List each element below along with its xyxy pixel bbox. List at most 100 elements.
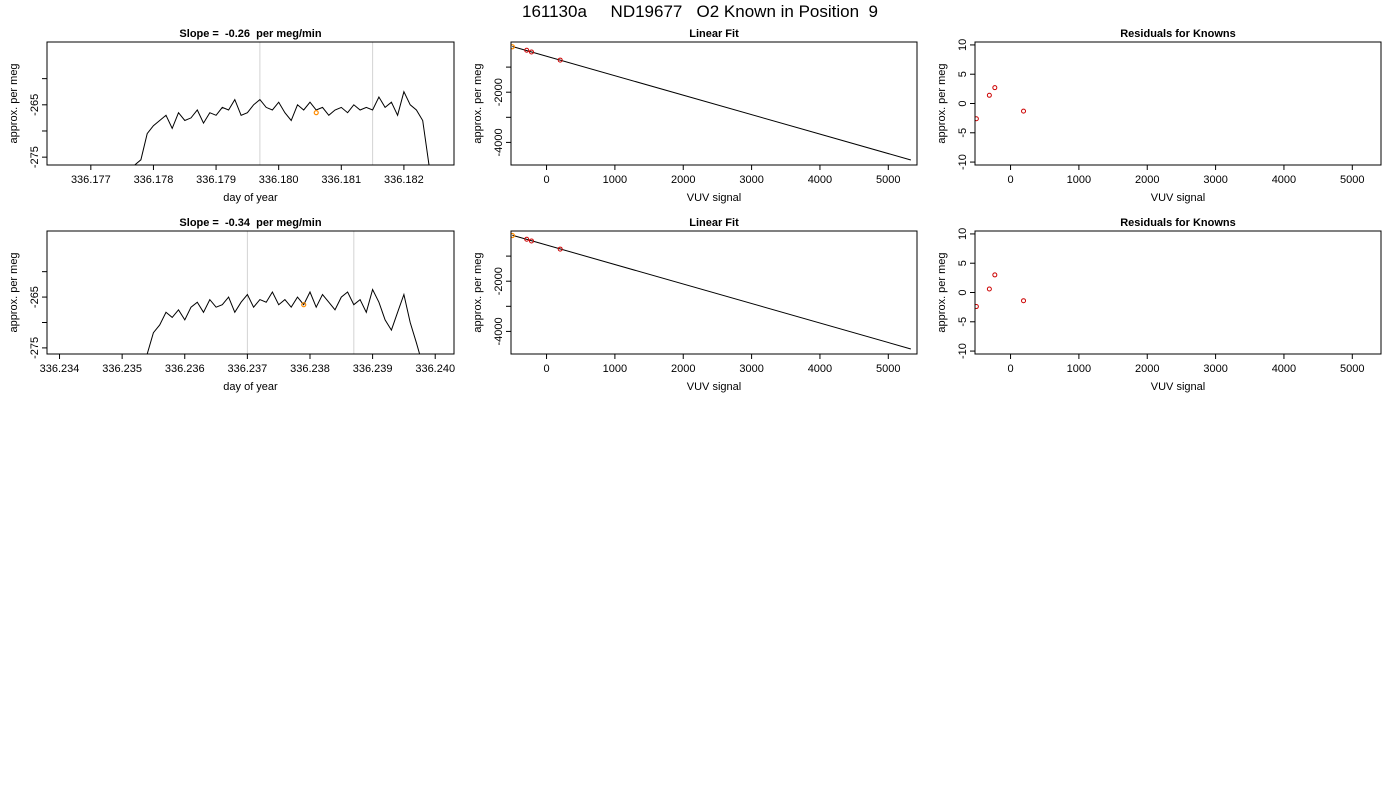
fit-line [512,46,911,161]
x-axis-label: day of year [223,192,278,204]
y-tick-label: -4000 [493,128,505,156]
data-point [1021,298,1027,304]
chart-title: Slope = -0.34 per meg/min [179,217,321,229]
chart-panel-1: Slope = -0.26 per meg/min 336.177 336.178 3… [8,28,455,204]
page-title: 161130a ND19677 O2 Known in Position 9 [522,2,878,21]
x-tick-label: 336.180 [259,174,299,186]
y-tick-label: 5 [957,260,969,266]
chart-title: Residuals for Knowns [1120,217,1236,229]
y-tick-label: -2000 [493,78,505,106]
chart-title: Linear Fit [689,217,739,229]
x-tick-label: 5000 [1340,363,1364,375]
x-tick-label: 336.234 [40,363,80,375]
x-tick-label: 336.182 [384,174,424,186]
data-point [986,286,992,292]
data-point [557,246,563,252]
y-tick-label: 0 [957,289,969,295]
x-tick-label: 3000 [739,363,763,375]
x-tick-label: 4000 [1272,363,1296,375]
chart-panel-3: Residuals for Knowns 0 1000 2000 3000 4000 500… [936,28,1382,204]
chart-panel-6: Residuals for Knowns 0 1000 2000 3000 4000 500… [936,217,1382,393]
y-axis-label: approx. per meg [472,252,484,332]
x-tick-label: 336.181 [321,174,361,186]
plot-frame [46,230,455,355]
x-tick-label: 4000 [808,363,832,375]
x-tick-label: 336.236 [165,363,205,375]
x-tick-label: 0 [1007,363,1013,375]
x-axis-label: VUV signal [687,192,741,204]
plot-frame [974,230,1382,355]
x-tick-label: 336.178 [134,174,174,186]
y-tick-label: -10 [957,343,969,359]
data-point [524,47,530,53]
y-tick-label: -5 [957,128,969,138]
x-tick-label: 4000 [808,174,832,186]
x-tick-label: 0 [1007,174,1013,186]
y-tick-label: -265 [29,286,41,308]
fit-line [512,234,911,350]
y-tick-label: 0 [957,100,969,106]
x-tick-label: 336.235 [102,363,142,375]
y-tick-label: 5 [957,71,969,77]
highlight-point [301,302,307,308]
x-axis-label: day of year [223,381,278,393]
data-point [557,57,563,63]
x-tick-label: 336.238 [290,363,330,375]
data-point [1021,108,1027,114]
chart-title: Linear Fit [689,28,739,40]
x-axis-label: VUV signal [1151,381,1205,393]
y-tick-label: -2000 [493,267,505,295]
plot-frame [510,230,918,355]
data-point [529,49,535,55]
plot-frame [46,41,455,166]
y-tick-label: -10 [957,154,969,170]
series-line [47,288,421,354]
x-tick-label: 1000 [1067,363,1091,375]
y-axis-label: approx. per meg [472,63,484,143]
x-tick-label: 5000 [1340,174,1364,186]
x-tick-label: 336.240 [415,363,455,375]
plot-frame [510,41,918,166]
x-axis-label: VUV signal [687,381,741,393]
y-tick-label: -5 [957,317,969,327]
x-tick-label: 0 [543,174,549,186]
x-tick-label: 5000 [876,174,900,186]
data-point [524,236,530,242]
y-axis-label: approx. per meg [936,63,948,143]
y-axis-label: approx. per meg [8,63,20,143]
x-tick-label: 3000 [1203,174,1227,186]
highlight-point [313,110,319,116]
x-tick-label: 336.237 [227,363,267,375]
y-tick-label: 10 [957,39,969,51]
x-tick-label: 336.239 [353,363,393,375]
data-point [975,304,979,310]
y-tick-label: -275 [29,146,41,168]
y-tick-label: -4000 [493,317,505,345]
x-tick-label: 336.177 [71,174,111,186]
data-point [992,85,998,91]
data-point [529,238,535,244]
y-tick-label: 10 [957,228,969,240]
y-axis-label: approx. per meg [8,252,20,332]
chart-panel-2: Linear Fit 0 1000 2000 3000 4000 5000 -4000 -200… [472,28,918,204]
highlight-point [511,232,515,239]
chart-title: Slope = -0.26 per meg/min [179,28,321,40]
chart-panel-4: Slope = -0.34 per meg/min 336.234 336.235 3… [8,217,455,393]
y-tick-label: -275 [29,337,41,359]
x-axis-label: VUV signal [1151,192,1205,204]
data-point [975,116,979,122]
x-tick-label: 2000 [1135,174,1159,186]
x-tick-label: 2000 [671,174,695,186]
y-axis-label: approx. per meg [936,252,948,332]
data-point [992,272,998,278]
x-tick-label: 4000 [1272,174,1296,186]
x-tick-label: 336.179 [196,174,236,186]
x-tick-label: 2000 [671,363,695,375]
x-tick-label: 3000 [739,174,763,186]
x-tick-label: 1000 [603,363,627,375]
highlight-point [511,44,515,50]
chart-title: Residuals for Knowns [1120,28,1236,40]
x-tick-label: 1000 [1067,174,1091,186]
x-tick-label: 5000 [876,363,900,375]
